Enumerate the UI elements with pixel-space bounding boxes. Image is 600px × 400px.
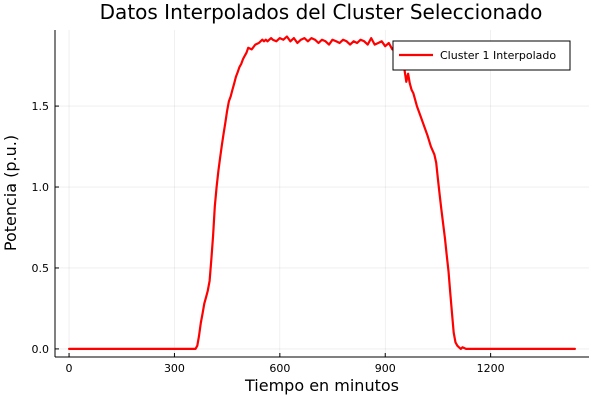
tick-marks: 0 300 600 900 1200 0.0 0.5 1.0 1.5 [32,100,505,375]
x-axis-label: Tiempo en minutos [244,376,399,395]
x-tick-label: 600 [269,362,290,375]
y-tick-label: 0.0 [32,343,50,356]
legend-label: Cluster 1 Interpolado [440,49,556,62]
y-tick-label: 1.5 [32,100,50,113]
x-tick-label: 0 [66,362,73,375]
legend: Cluster 1 Interpolado [392,40,571,71]
x-tick-label: 1200 [477,362,505,375]
x-tick-label: 300 [164,362,185,375]
y-axis-label: Potencia (p.u.) [1,135,20,251]
chart-title: Datos Interpolados del Cluster Seleccion… [100,0,543,24]
x-tick-label: 900 [375,362,396,375]
series [67,35,577,350]
y-tick-label: 1.0 [32,181,50,194]
axes [54,30,589,358]
series-line [67,35,577,350]
y-tick-label: 0.5 [32,262,50,275]
